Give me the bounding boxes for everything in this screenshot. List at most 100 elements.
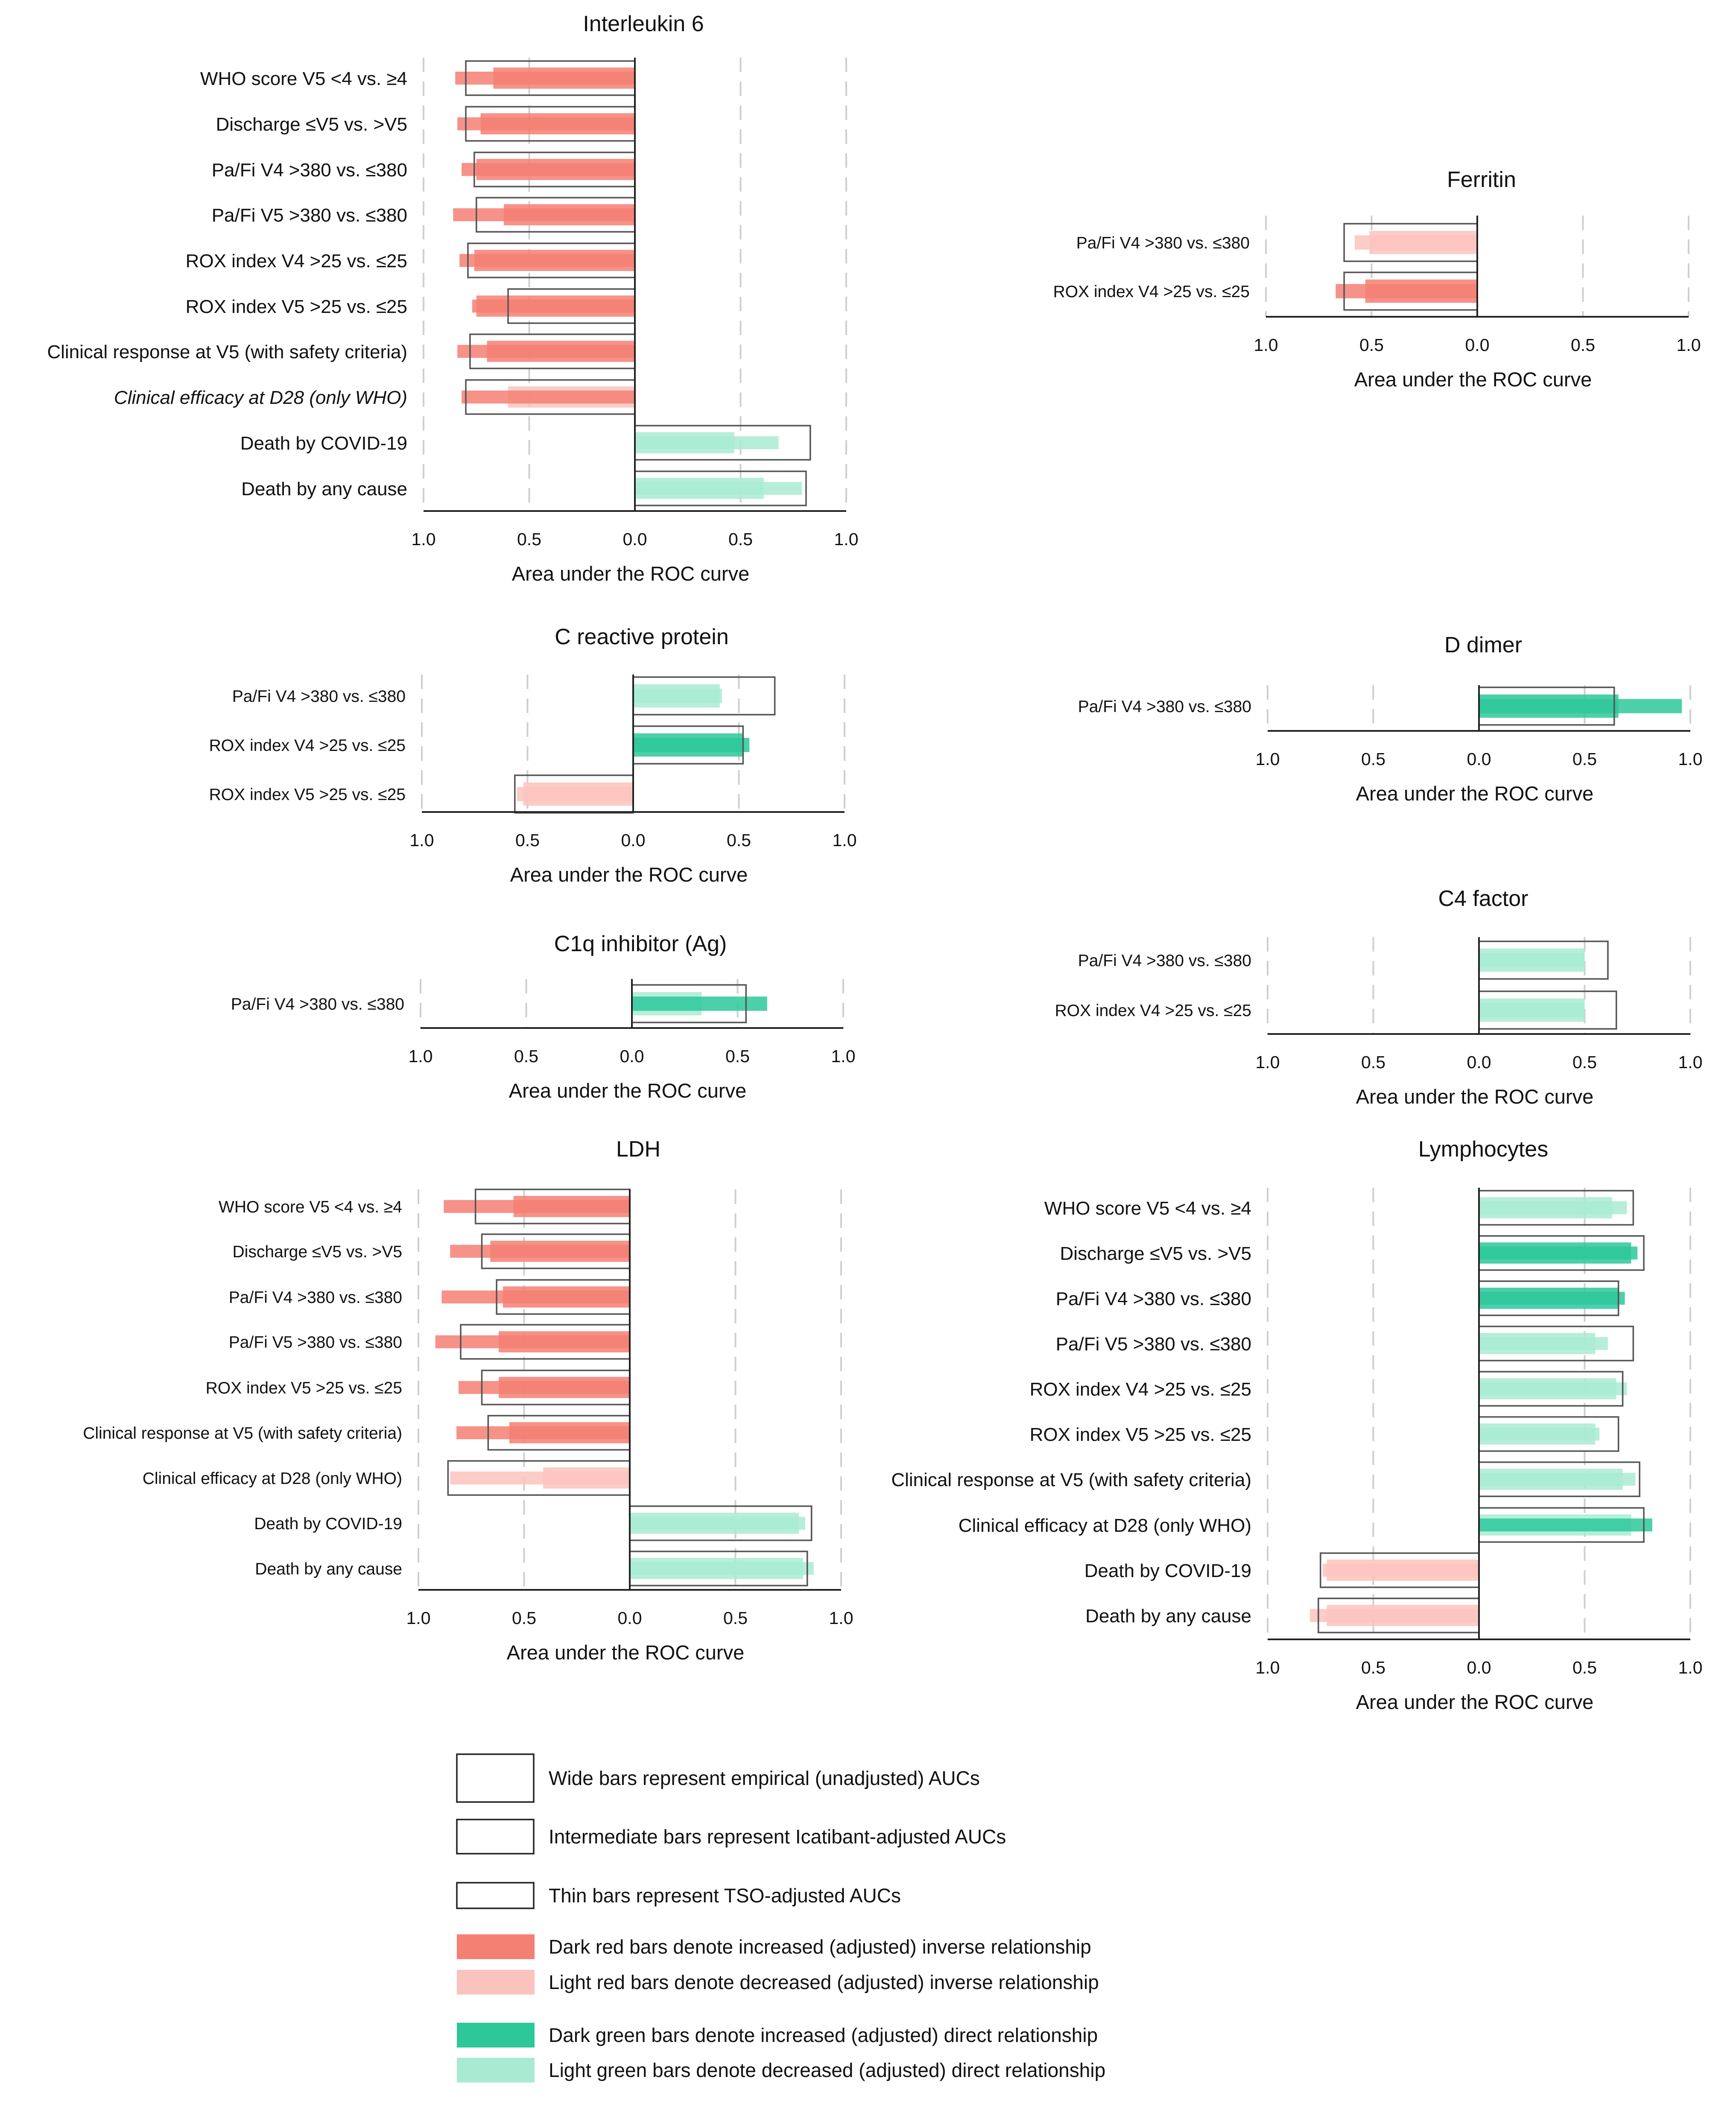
tick-label: 0.5 xyxy=(517,529,541,549)
x-axis-label: Area under the ROC curve xyxy=(1354,368,1592,391)
category-label: ROX index V4 >25 vs. ≤25 xyxy=(1055,1002,1251,1020)
bar-row: Clinical response at V5 (with safety cri… xyxy=(891,1461,1640,1497)
tick-label: 0.5 xyxy=(1359,335,1384,355)
category-label: Pa/Fi V4 >380 vs. ≤380 xyxy=(1078,698,1251,716)
bar-row: Discharge ≤V5 vs. >V5 xyxy=(216,106,636,142)
tick-label: 1.0 xyxy=(410,830,434,850)
bar-row: Clinical response at V5 (with safety cri… xyxy=(47,333,636,369)
chart-c-reactive-protein: C reactive protein Pa/Fi V4 >380 vs. ≤380… xyxy=(209,625,857,886)
category-label: Pa/Fi V4 >380 vs. ≤380 xyxy=(231,995,404,1014)
tso-adjusted-bar xyxy=(1479,1003,1585,1017)
category-label: Death by any cause xyxy=(241,479,407,499)
legend-label: Thin bars represent TSO-adjusted AUCs xyxy=(549,1884,901,1907)
category-label: Death by any cause xyxy=(1085,1606,1251,1627)
category-label: ROX index V5 >25 vs. ≤25 xyxy=(209,786,406,804)
bar-row: Clinical efficacy at D28 (only WHO) xyxy=(143,1460,631,1496)
category-label: ROX index V4 >25 vs. ≤25 xyxy=(186,251,407,272)
bar-row: Death by any cause xyxy=(255,1551,814,1586)
tick-label: 0.5 xyxy=(727,830,751,850)
category-label: Clinical response at V5 (with safety cri… xyxy=(891,1469,1251,1490)
bar-row: ROX index V4 >25 vs. ≤25 xyxy=(1053,272,1478,311)
legend-label: Light green bars denote decreased (adjus… xyxy=(549,2059,1105,2081)
tso-adjusted-bar xyxy=(1479,1472,1636,1486)
chart-title: Lymphocytes xyxy=(1418,1137,1548,1162)
tick-label: 1.0 xyxy=(1678,1658,1703,1677)
chart-d-dimer: D dimer Pa/Fi V4 >380 vs. ≤380 1.0 0.5 0.0 0.… xyxy=(1078,633,1703,805)
chart-ldh: LDH WHO score V5 <4 vs. ≥4 Discharge ≤V5 v… xyxy=(83,1137,853,1664)
tick-label: 1.0 xyxy=(412,529,436,549)
x-axis-label: Area under the ROC curve xyxy=(509,1079,746,1102)
bar-row: Pa/Fi V4 >380 vs. ≤380 xyxy=(212,152,636,187)
bar-row: Pa/Fi V4 >380 vs. ≤380 xyxy=(1078,941,1609,980)
bar-row: Death by COVID-19 xyxy=(240,425,811,461)
tick-label: 1.0 xyxy=(1677,335,1701,355)
bar-row: ROX index V4 >25 vs. ≤25 xyxy=(209,725,750,765)
tso-adjusted-bar xyxy=(630,1516,805,1530)
tick-label: 0.5 xyxy=(1361,1052,1385,1072)
legend-label: Wide bars represent empirical (unadjuste… xyxy=(549,1767,980,1789)
category-label: Pa/Fi V4 >380 vs. ≤380 xyxy=(232,687,406,706)
legend-item-outline-mid: Intermediate bars represent Icatibant-ad… xyxy=(456,1819,1006,1855)
tick-label: 1.0 xyxy=(409,1046,433,1066)
tick-label: 0.0 xyxy=(1467,1052,1491,1072)
legend-label: Dark red bars denote increased (adjusted… xyxy=(549,1936,1091,1958)
tso-adjusted-bar xyxy=(1479,1518,1652,1532)
tick-label: 0.0 xyxy=(621,830,646,850)
chart-title: C1q inhibitor (Ag) xyxy=(554,932,727,956)
tso-adjusted-bar xyxy=(1479,1201,1627,1215)
bar-row: ROX index V4 >25 vs. ≤25 xyxy=(1030,1371,1627,1407)
x-axis-label: Area under the ROC curve xyxy=(510,863,748,886)
tso-adjusted-bar xyxy=(450,1244,630,1258)
category-label: Pa/Fi V4 >380 vs. ≤380 xyxy=(229,1288,402,1307)
category-label: ROX index V4 >25 vs. ≤25 xyxy=(1053,283,1250,301)
tick-label: 0.0 xyxy=(1467,749,1491,769)
category-label: Pa/Fi V4 >380 vs. ≤380 xyxy=(212,160,407,181)
category-label: Pa/Fi V5 >380 vs. ≤380 xyxy=(1056,1334,1251,1355)
tick-label: 0.5 xyxy=(514,1046,538,1066)
bar-row: Pa/Fi V4 >380 vs. ≤380 xyxy=(231,984,767,1023)
tick-label: 1.0 xyxy=(1678,1052,1703,1072)
legend-item-outline-wide: Wide bars represent empirical (unadjuste… xyxy=(456,1753,980,1803)
bar-row: Death by COVID-19 xyxy=(1084,1552,1480,1588)
tso-adjusted-bar xyxy=(462,163,635,176)
category-label: Clinical efficacy at D28 (only WHO) xyxy=(959,1515,1251,1536)
category-label: Pa/Fi V5 >380 vs. ≤380 xyxy=(229,1333,402,1352)
bar-row: ROX index V4 >25 vs. ≤25 xyxy=(186,242,636,278)
bar-row: WHO score V5 <4 vs. ≥4 xyxy=(200,60,636,96)
chart-c1q-inhibitor-ag: C1q inhibitor (Ag) Pa/Fi V4 >380 vs. ≤380… xyxy=(231,932,856,1102)
chart-lymphocytes: Lymphocytes WHO score V5 <4 vs. ≥4 Dischar… xyxy=(891,1137,1702,1713)
legend-item-fill-dark-green: Dark green bars denote increased (adjust… xyxy=(457,2023,1098,2048)
tick-label: 0.5 xyxy=(725,1046,750,1066)
legend-swatch xyxy=(457,2058,535,2083)
category-label: WHO score V5 <4 vs. ≥4 xyxy=(1044,1198,1251,1219)
category-label: Death by COVID-19 xyxy=(1084,1560,1251,1581)
bar-row: Pa/Fi V4 >380 vs. ≤380 xyxy=(229,1279,631,1315)
bar-row: ROX index V4 >25 vs. ≤25 xyxy=(1055,990,1617,1030)
chart-title: Interleukin 6 xyxy=(583,12,704,36)
tso-adjusted-bar xyxy=(1479,1337,1608,1350)
tick-label: 0.5 xyxy=(1361,1658,1385,1677)
tso-adjusted-bar xyxy=(635,482,802,495)
category-label: Death by any cause xyxy=(255,1560,402,1578)
x-axis-label: Area under the ROC curve xyxy=(507,1641,744,1664)
tso-adjusted-bar xyxy=(462,390,635,404)
category-label: Death by COVID-19 xyxy=(254,1515,402,1533)
x-axis-label: Area under the ROC curve xyxy=(512,562,749,585)
tick-label: 0.5 xyxy=(1361,749,1385,769)
tso-adjusted-bar xyxy=(635,436,779,450)
legend-swatch xyxy=(456,1753,535,1803)
tso-adjusted-bar xyxy=(459,1381,630,1394)
tso-adjusted-bar xyxy=(450,1471,630,1485)
tick-label: 0.5 xyxy=(1571,335,1595,355)
legend-swatch xyxy=(457,1934,535,1959)
bar-row: Pa/Fi V4 >380 vs. ≤380 xyxy=(1076,223,1478,262)
chart-c4-factor: C4 factor Pa/Fi V4 >380 vs. ≤380 ROX index… xyxy=(1055,886,1703,1108)
bar-row: Discharge ≤V5 vs. >V5 xyxy=(232,1233,631,1269)
tick-label: 1.0 xyxy=(1254,335,1278,355)
category-label: Clinical efficacy at D28 (only WHO) xyxy=(114,387,407,408)
tick-label: 0.0 xyxy=(620,1046,644,1066)
bar-row: ROX index V5 >25 vs. ≤25 xyxy=(1030,1416,1619,1452)
tso-adjusted-bar xyxy=(633,738,750,752)
category-label: Clinical response at V5 (with safety cri… xyxy=(47,342,407,362)
